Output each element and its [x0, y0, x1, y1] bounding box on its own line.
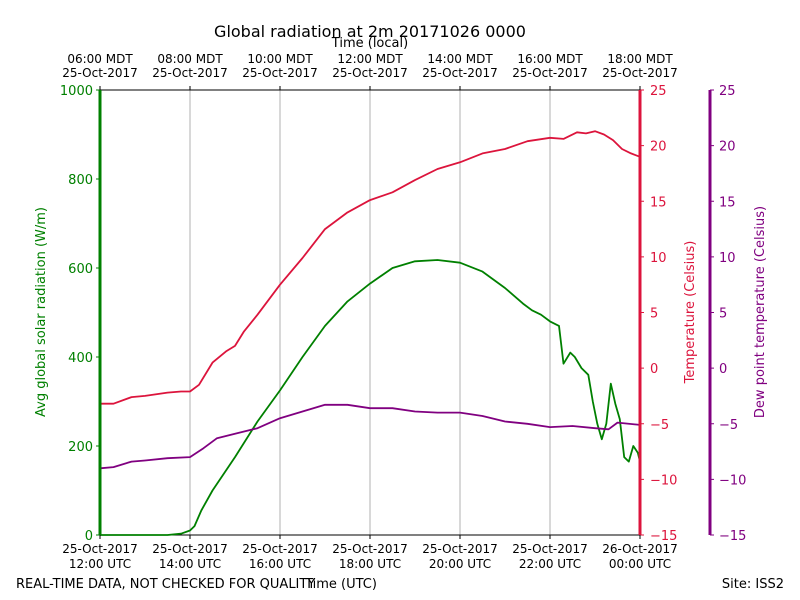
temperature-ticks: −15 −10 −5 0 5 10 15 20 25 [640, 84, 677, 544]
dewpoint-tick-label: 20 [719, 140, 736, 155]
radiation-tick-label: 600 [68, 262, 93, 277]
temperature-tick-label: 5 [650, 307, 658, 322]
bottom-tick-date: 25-Oct-2017 [242, 542, 318, 556]
radiation-ticks: 0 200 400 600 800 1000 [60, 84, 100, 544]
top-tick-date: 25-Oct-2017 [422, 66, 498, 80]
bottom-tick-time: 16:00 UTC [249, 557, 311, 571]
temperature-axis-label: Temperature (Celsius) [683, 241, 698, 385]
bottom-tick-date: 25-Oct-2017 [332, 542, 408, 556]
bottom-tick-time: 18:00 UTC [339, 557, 401, 571]
temperature-tick-label: 25 [650, 84, 667, 99]
bottom-tick-time: 20:00 UTC [429, 557, 491, 571]
top-tick-date: 25-Oct-2017 [242, 66, 318, 80]
grid-lines [189, 90, 551, 535]
series-lines [99, 130, 641, 536]
dewpoint-tick-label: 0 [719, 362, 727, 377]
top-tick-time: 08:00 MDT [157, 52, 223, 66]
bottom-tick-date: 25-Oct-2017 [152, 542, 228, 556]
top-tick-time: 18:00 MDT [607, 52, 673, 66]
bottom-tick-time: 12:00 UTC [69, 557, 131, 571]
top-tick-time: 10:00 MDT [247, 52, 313, 66]
x-axis-label: Time (UTC) [304, 577, 377, 592]
bottom-tick-time: 22:00 UTC [519, 557, 581, 571]
site-label: Site: ISS2 [722, 577, 784, 592]
temperature-line [100, 130, 641, 405]
bottom-tick-date: 25-Oct-2017 [62, 542, 138, 556]
temperature-tick-label: −10 [650, 473, 677, 488]
top-tick-time: 06:00 MDT [67, 52, 133, 66]
dewpoint-axis-label: Dew point temperature (Celsius) [753, 206, 768, 418]
dewpoint-tick-label: 5 [719, 307, 727, 322]
dewpoint-tick-label: −15 [719, 529, 746, 544]
quality-notice: REAL-TIME DATA, NOT CHECKED FOR QUALITY [16, 577, 315, 592]
radiation-tick-label: 200 [68, 440, 93, 455]
top-tick-date: 25-Oct-2017 [152, 66, 228, 80]
chart-title: Global radiation at 2m 20171026 0000 [214, 22, 526, 41]
top-tick-time: 12:00 MDT [337, 52, 403, 66]
dewpoint-tick-label: 10 [719, 251, 736, 266]
top-axis-label: Time (local) [331, 36, 408, 51]
radiation-tick-label: 0 [85, 529, 93, 544]
temperature-tick-label: −5 [650, 418, 669, 433]
dewpoint-tick-label: −5 [719, 418, 738, 433]
dewpoint-tick-label: −10 [719, 473, 746, 488]
top-tick-date: 25-Oct-2017 [62, 66, 138, 80]
bottom-tick-time: 14:00 UTC [159, 557, 221, 571]
top-tick-time: 14:00 MDT [427, 52, 493, 66]
radiation-tick-label: 800 [68, 173, 93, 188]
temperature-tick-label: 0 [650, 362, 658, 377]
bottom-tick-date: 25-Oct-2017 [422, 542, 498, 556]
radiation-axis-label: Avg global solar radiation (W/m) [34, 207, 49, 417]
dewpoint-tick-label: 15 [719, 195, 736, 210]
temperature-tick-label: 10 [650, 251, 667, 266]
dewpoint-line [99, 403, 641, 470]
bottom-tick-date: 25-Oct-2017 [512, 542, 588, 556]
top-tick-date: 25-Oct-2017 [512, 66, 588, 80]
dewpoint-ticks: −15 −10 −5 0 5 10 15 20 25 [710, 84, 746, 544]
bottom-tick-date: 26-Oct-2017 [602, 542, 678, 556]
top-tick-date: 25-Oct-2017 [332, 66, 408, 80]
radiation-tick-label: 1000 [60, 84, 93, 99]
dewpoint-tick-label: 25 [719, 84, 736, 99]
temperature-tick-label: −15 [650, 529, 677, 544]
bottom-tick-time: 00:00 UTC [609, 557, 671, 571]
radiation-line [100, 259, 641, 536]
top-tick-date: 25-Oct-2017 [602, 66, 678, 80]
temperature-tick-label: 15 [650, 195, 667, 210]
top-tick-time: 16:00 MDT [517, 52, 583, 66]
temperature-tick-label: 20 [650, 140, 667, 155]
radiation-tick-label: 400 [68, 351, 93, 366]
